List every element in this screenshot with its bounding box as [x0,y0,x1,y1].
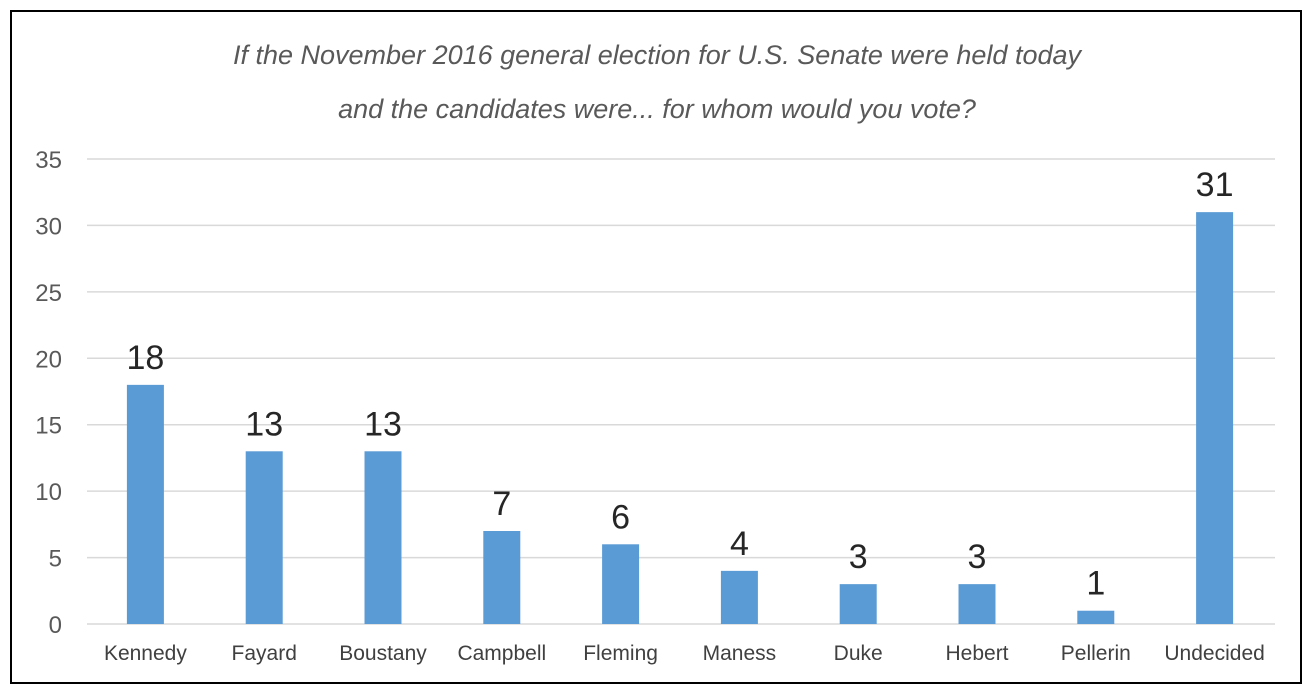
category-label-hebert: Hebert [945,642,1008,665]
data-label-boustany: 13 [364,405,402,443]
data-label-duke: 3 [849,538,868,576]
chart-title: If the November 2016 general election fo… [0,28,1314,136]
x-axis-categories: Kennedy Fayard Boustany Campbell Fleming Mane… [104,642,1265,665]
bar-duke [839,584,877,624]
data-label-maness: 4 [730,525,749,563]
chart-title-line-2: and the candidates were... for whom woul… [338,94,976,124]
bar-boustany [364,451,402,624]
y-tick-label: 10 [35,479,62,506]
y-tick-label: 35 [35,147,62,174]
bars [126,212,1234,624]
category-label-campbell: Campbell [457,642,546,665]
data-label-undecided: 31 [1196,166,1234,204]
category-label-kennedy: Kennedy [104,642,187,665]
category-label-undecided: Undecided [1164,642,1264,665]
bar-fleming [602,544,640,624]
category-label-fayard: Fayard [232,642,297,665]
y-tick-label: 5 [49,546,62,573]
y-axis-ticks: 0 5 10 15 20 25 30 35 [35,147,62,639]
bar-undecided [1196,212,1234,624]
category-label-fleming: Fleming [583,642,658,665]
bar-campbell [483,531,521,624]
category-label-boustany: Boustany [339,642,427,665]
y-tick-label: 0 [49,612,62,639]
y-tick-label: 30 [35,213,62,240]
bar-pellerin [1077,610,1115,624]
chart-title-line-1: If the November 2016 general election fo… [232,40,1081,70]
data-label-fleming: 6 [611,498,630,536]
bar-fayard [245,451,283,624]
gridlines [87,158,1275,625]
bar-kennedy [126,384,164,624]
bar-maness [720,570,758,624]
category-label-duke: Duke [834,642,883,665]
data-label-pellerin: 1 [1086,565,1105,603]
bar-hebert [958,584,996,624]
category-label-pellerin: Pellerin [1061,642,1131,665]
y-tick-label: 25 [35,280,62,307]
data-label-fayard: 13 [245,405,283,443]
y-tick-label: 15 [35,413,62,440]
category-label-maness: Maness [703,642,777,665]
data-label-campbell: 7 [492,485,511,523]
data-label-kennedy: 18 [126,339,164,377]
data-label-hebert: 3 [968,538,987,576]
chart-frame [10,10,1302,684]
y-tick-label: 20 [35,346,62,373]
